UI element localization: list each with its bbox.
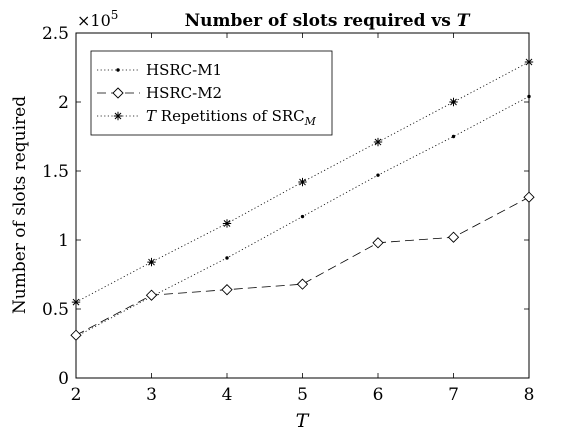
series	[70, 191, 535, 341]
x-axis-label: T	[296, 410, 310, 432]
data-point	[70, 329, 82, 341]
y-axis-multiplier-exponent: 5	[111, 8, 119, 22]
legend-label: HSRC-M2	[146, 84, 222, 102]
data-point	[373, 137, 383, 147]
y-tick-label: 0	[58, 369, 69, 389]
legend: HSRC-M1 HSRC-M2 T Repetitions of SRCM	[90, 50, 333, 136]
legend-marker	[112, 87, 124, 99]
axis-ticks	[75, 32, 530, 379]
x-tick-label: 8	[524, 385, 535, 405]
data-point	[527, 94, 531, 99]
x-tick-label: 5	[297, 385, 308, 405]
x-tick-label: 2	[71, 385, 82, 405]
x-tick-label: 4	[222, 385, 233, 405]
y-tick-label: 2	[58, 93, 69, 113]
data-point	[296, 278, 309, 290]
data-point	[221, 284, 233, 296]
series	[71, 57, 534, 307]
chart-title: Number of slots required vs T	[185, 11, 471, 31]
y-tick-label: 0.5	[42, 300, 69, 320]
data-point	[225, 256, 229, 260]
y-axis-multiplier: ×105	[77, 8, 118, 30]
chart-title-variable: T	[457, 11, 471, 31]
y-tick-label: 1.5	[42, 162, 69, 182]
y-axis-label: Number of slots required	[10, 96, 30, 314]
data-point	[523, 191, 535, 203]
data-point	[376, 173, 380, 177]
series-layer	[70, 57, 535, 341]
data-point	[145, 289, 158, 301]
y-axis-multiplier-base: ×10	[77, 11, 111, 30]
legend-marker	[116, 68, 120, 72]
data-point	[71, 297, 81, 307]
data-point	[451, 134, 456, 139]
data-point	[300, 214, 305, 219]
data-point	[147, 257, 156, 267]
legend-marker	[113, 111, 123, 121]
data-point	[524, 57, 534, 67]
data-point	[372, 237, 384, 249]
x-tick-label: 3	[146, 385, 157, 405]
chart-title-prefix: Number of slots required vs	[185, 11, 451, 31]
data-point	[298, 177, 307, 187]
data-point	[447, 231, 460, 243]
legend-label: T Repetitions of SRCM	[146, 107, 317, 128]
y-tick-label: 1	[58, 231, 69, 251]
x-tick-label: 7	[448, 385, 459, 405]
legend-label: HSRC-M1	[146, 61, 222, 79]
data-point	[449, 97, 458, 107]
y-tick-label: 2.5	[42, 24, 69, 44]
data-point	[222, 219, 232, 228]
axis-tick-labels: 2 3 4 5 6 7 8 0 0.5 1 1.5 2 2.5	[42, 24, 534, 405]
x-tick-label: 6	[373, 385, 384, 405]
